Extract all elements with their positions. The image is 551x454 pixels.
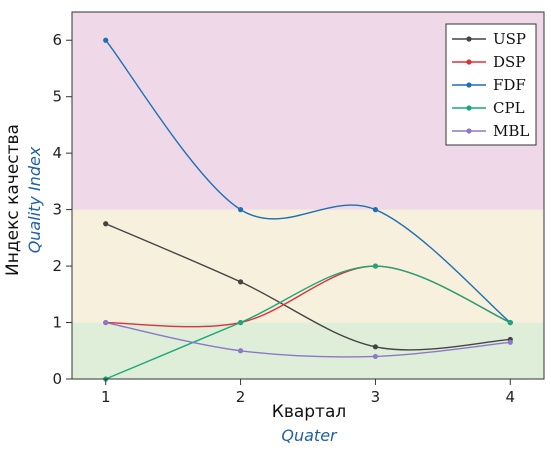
point-cpl-3 [372,263,379,269]
x-axis-title: Квартал [272,402,346,422]
series-line-cpl [105,265,511,380]
legend-label-usp: USP [493,30,526,48]
point-mbl-2 [237,348,244,354]
series-line-fdf [105,39,511,324]
point-fdf-3 [372,207,379,213]
x-tick-label: 3 [371,388,381,406]
y-tick-label: 3 [52,201,62,219]
y-axis-title: Индекс качества [3,124,23,276]
legend-label-fdf: FDF [493,76,526,94]
point-usp-3 [372,344,379,350]
legend-label-mbl: MBL [493,122,529,140]
legend: USP DSP FDF CPL MBL [445,23,537,146]
x-tick-label: 1 [101,388,111,406]
y-tick-label: 0 [52,370,62,388]
series-points [103,37,513,382]
y-tick-label: 1 [52,314,62,332]
y-tick-label: 4 [52,144,62,162]
series-line-mbl [105,321,511,358]
x-axis-ticks: 1 2 3 4 [101,379,515,406]
legend-marker-fdf [466,82,472,88]
series-line-usp [105,223,511,351]
band-0 [72,322,544,379]
legend-marker-cpl [466,105,472,111]
point-mbl-3 [372,353,379,360]
plot-frame [71,11,545,380]
legend-marker-mbl [466,128,472,134]
series-lines [105,39,511,380]
point-mbl-4 [507,339,513,345]
point-fdf-1 [103,37,109,43]
point-cpl-2 [237,319,244,326]
point-usp-2 [237,279,244,285]
legend-marker-dsp [466,59,472,65]
y-axis-subtitle: Quality Index [25,146,44,253]
legend-label-cpl: CPL [493,99,525,117]
y-axis-ticks: 0 1 2 3 4 5 6 [52,31,72,388]
x-tick-label: 2 [236,388,246,406]
legend-label-dsp: DSP [493,53,525,71]
legend-marker-usp [466,36,472,42]
point-fdf-2 [237,207,244,213]
point-usp-1 [103,221,109,227]
x-axis-subtitle: Quater [281,426,338,445]
y-tick-label: 5 [52,88,62,106]
y-tick-label: 2 [52,257,62,275]
point-mbl-1 [103,319,109,326]
point-cpl-4 [507,319,513,326]
x-tick-label: 4 [506,388,516,406]
band-1 [72,209,544,323]
y-tick-label: 6 [52,31,62,49]
